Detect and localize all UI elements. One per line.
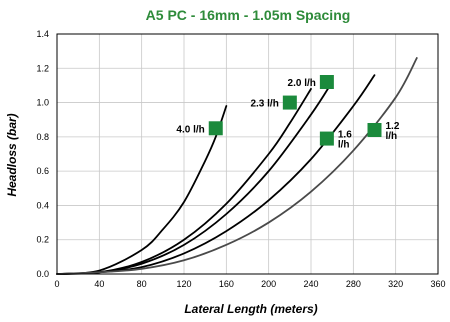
series-label: 1.6: [338, 130, 352, 141]
series-marker: [319, 75, 334, 89]
series-labels: 4.0 l/h2.3 l/h2.0 l/h1.6l/h1.2l/h: [176, 78, 399, 151]
series-label: 2.3 l/h: [250, 99, 278, 110]
series-markers: [208, 75, 382, 146]
series-line: [56, 105, 228, 275]
series-label: l/h: [338, 140, 350, 151]
x-tick-label: 240: [303, 279, 318, 289]
series-curves: [56, 57, 418, 275]
x-tick-label: 120: [176, 279, 191, 289]
x-tick-label: 360: [430, 279, 445, 289]
y-tick-label: 0.6: [36, 166, 49, 176]
chart-title: A5 PC - 16mm - 1.05m Spacing: [146, 7, 351, 23]
y-tick-label: 0.0: [36, 269, 49, 279]
y-tick-label: 0.8: [36, 132, 49, 142]
plot-area: [57, 34, 438, 274]
series-marker: [208, 121, 223, 136]
x-tick-label: 80: [137, 279, 147, 289]
series-marker: [367, 123, 382, 137]
series-marker: [282, 95, 297, 110]
x-tick-label: 200: [261, 279, 276, 289]
series-marker: [319, 131, 334, 146]
y-tick-label: 1.2: [36, 63, 49, 73]
x-tick-label: 0: [54, 279, 59, 289]
x-tick-labels: 0 40 80 120 160 200 240 280 320 360: [54, 279, 445, 289]
series-line: [56, 57, 418, 275]
x-tick-label: 320: [388, 279, 403, 289]
y-tick-label: 0.4: [36, 200, 49, 210]
x-axis-title: Lateral Length (meters): [184, 302, 317, 316]
series-label: 1.2: [386, 121, 400, 132]
y-tick-label: 1.0: [36, 98, 49, 108]
plot-background: [57, 34, 438, 274]
x-tick-label: 40: [94, 279, 104, 289]
plot-border: [56, 33, 439, 275]
series-label: 4.0 l/h: [176, 124, 204, 135]
y-axis-title: Headloss (bar): [5, 113, 19, 196]
x-tick-label: 160: [219, 279, 234, 289]
series-label: l/h: [386, 131, 398, 142]
series-label: 2.0 l/h: [288, 78, 316, 89]
y-tick-labels: 0.0 0.2 0.4 0.6 0.8 1.0 1.2 1.4: [36, 29, 49, 279]
x-tick-label: 280: [346, 279, 361, 289]
y-tick-label: 1.4: [36, 29, 49, 39]
y-tick-label: 0.2: [36, 235, 49, 245]
plot-frame: [56, 33, 439, 275]
